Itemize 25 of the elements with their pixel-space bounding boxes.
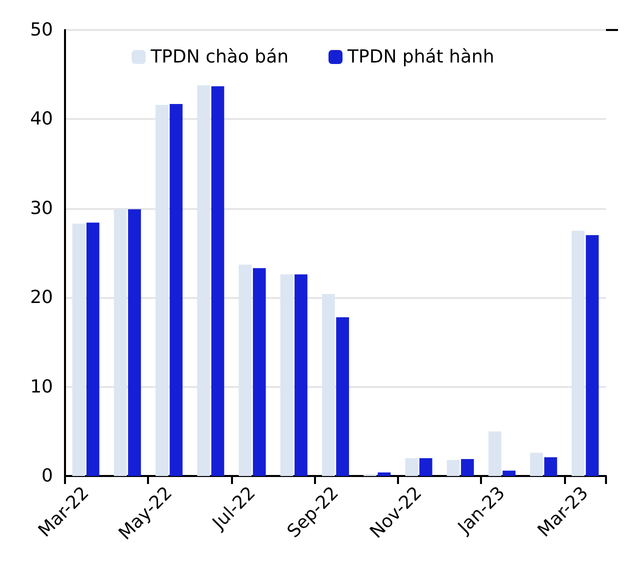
bar [460, 459, 474, 476]
bar [86, 222, 100, 476]
legend-label: TPDN chào bán [150, 46, 289, 68]
bar [405, 458, 418, 476]
bar [170, 104, 183, 476]
y-tick-label: 30 [30, 198, 53, 219]
bar [336, 317, 350, 476]
bar [544, 457, 558, 476]
y-tick-label: 0 [42, 466, 53, 486]
bar [488, 431, 502, 476]
bar [530, 452, 543, 476]
y-tick-label: 50 [30, 20, 53, 40]
bar [378, 472, 391, 476]
y-tick-label: 10 [30, 376, 53, 398]
bar [252, 268, 266, 476]
bar [211, 86, 224, 476]
bar [502, 470, 516, 476]
bar [294, 274, 308, 476]
legend-label: TPDN phát hành [346, 46, 494, 68]
bar [419, 458, 432, 476]
y-tick-label: 20 [30, 287, 53, 308]
bar [128, 209, 141, 476]
bar [586, 235, 599, 476]
bar [446, 460, 460, 476]
y-tick-label: 40 [30, 108, 53, 130]
